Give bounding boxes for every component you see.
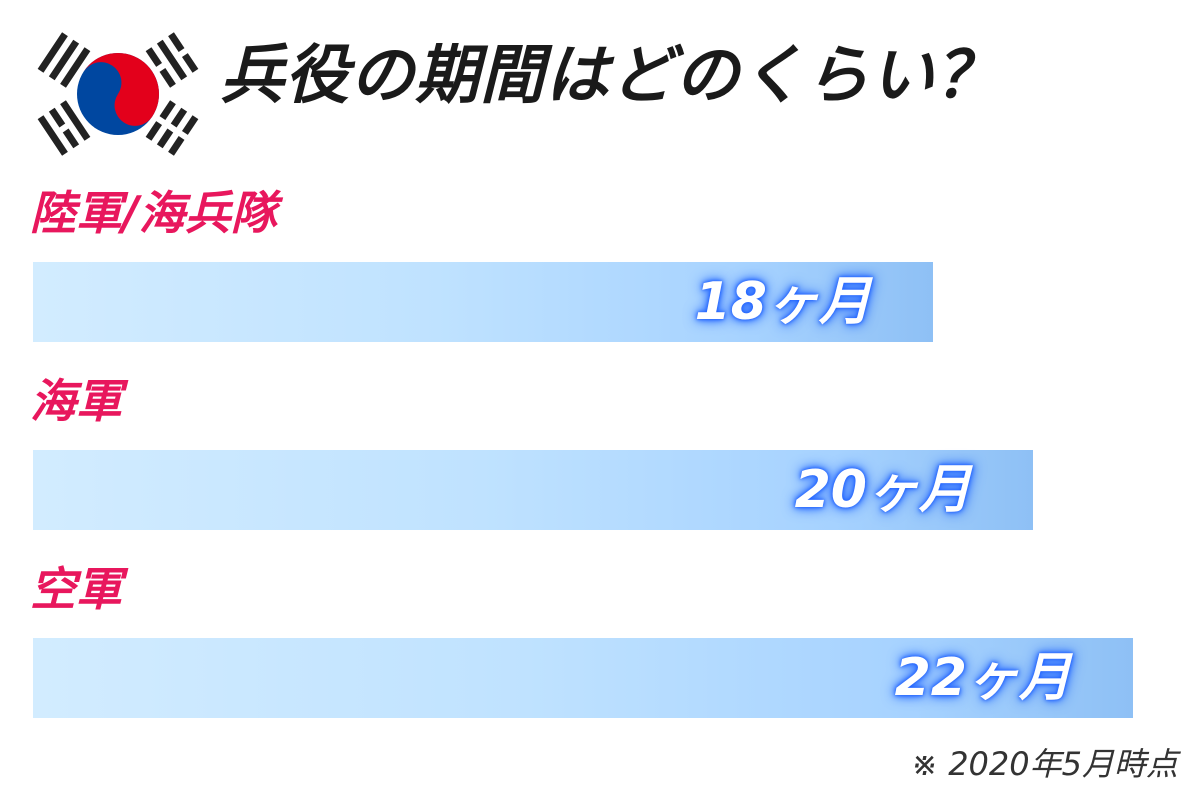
page-title: 兵役の期間はどのくらい？	[220, 39, 1000, 113]
footnote: ※ 2020年5月時点	[911, 745, 1178, 783]
header: 兵役の期間はどのくらい？	[0, 0, 1200, 170]
bar-value-label: 20ヶ月	[794, 460, 971, 520]
bar-chart: 陸軍/海兵隊 18ヶ月海軍 20ヶ月空軍 22ヶ月	[0, 180, 1200, 740]
bar: 20ヶ月	[33, 450, 1033, 530]
bar-value-label: 22ヶ月	[894, 648, 1071, 708]
bar-value-label: 18ヶ月	[694, 272, 871, 332]
category-label: 空軍	[30, 562, 122, 616]
bar: 18ヶ月	[33, 262, 933, 342]
category-label: 海軍	[30, 374, 122, 428]
bar: 22ヶ月	[33, 638, 1133, 718]
category-label: 陸軍/海兵隊	[30, 186, 277, 240]
south-korea-flag-icon	[37, 32, 199, 156]
